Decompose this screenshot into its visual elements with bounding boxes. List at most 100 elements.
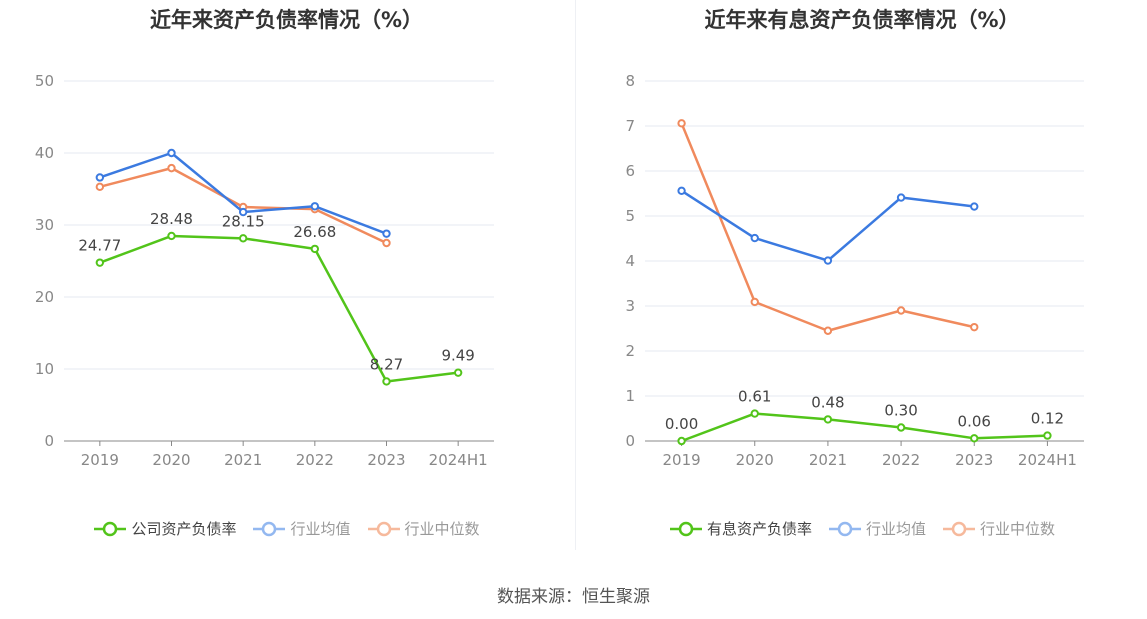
data-point: [382, 377, 391, 386]
left-chart-svg: 0 10 20 30 40 50 2019 2020 2021 2022 2023 2024H1 24.…: [35, 72, 494, 469]
data-point: [896, 306, 906, 315]
legend-swatch-icon: [94, 521, 127, 536]
x-tick-label: 2019: [81, 451, 119, 469]
data-point: [970, 202, 979, 211]
x-tick-label: 2022: [882, 451, 920, 469]
x-tick-label: 2020: [736, 451, 774, 469]
x-tick-label: 2020: [152, 451, 190, 469]
data-label: 0.30: [884, 402, 917, 420]
right-chart-title: 近年来有息资产负债率情况（%）: [704, 8, 1020, 32]
y-tick-label: 8: [625, 72, 635, 90]
y-tick-label: 0: [625, 432, 635, 450]
data-point: [382, 229, 391, 238]
y-tick-label: 10: [35, 360, 54, 378]
data-point: [823, 326, 833, 335]
x-tick-label: 2022: [296, 451, 334, 469]
x-tick-label: 2024H1: [429, 451, 488, 469]
data-point: [896, 423, 906, 432]
y-tick-label: 2: [625, 342, 635, 360]
legend-item[interactable]: 行业均值: [252, 518, 351, 539]
data-point: [95, 258, 105, 267]
x-tick-label: 2024H1: [1018, 451, 1077, 469]
data-point: [677, 436, 686, 446]
y-tick-label: 50: [35, 72, 54, 90]
y-tick-label: 4: [625, 252, 635, 270]
series-line-2: [680, 122, 975, 332]
data-label: 0.48: [811, 393, 844, 411]
data-point: [167, 231, 176, 241]
legend-item[interactable]: 有息资产负债率: [669, 518, 812, 539]
legend-item[interactable]: 行业中位数: [942, 518, 1055, 539]
data-label: 28.15: [222, 212, 265, 230]
y-tick-label: 20: [35, 288, 54, 306]
data-point: [382, 238, 391, 248]
data-label: 0.00: [665, 415, 698, 433]
series-line-1: [680, 189, 975, 262]
data-point: [238, 234, 248, 243]
legend-swatch-icon: [367, 521, 400, 536]
y-tick-label: 0: [44, 432, 54, 450]
legend-swatch-icon: [253, 521, 286, 536]
data-label: 0.06: [958, 412, 991, 430]
data-label: 8.27: [370, 355, 403, 373]
data-point: [823, 415, 833, 424]
y-tick-label: 3: [625, 297, 635, 315]
data-point: [750, 297, 759, 307]
legend-label: 行业均值: [290, 520, 351, 538]
data-label: 9.49: [441, 347, 474, 365]
data-label: 26.68: [293, 223, 336, 241]
y-tick-label: 30: [35, 216, 54, 234]
legend-swatch-icon: [943, 521, 975, 536]
legend-label: 行业均值: [865, 520, 926, 538]
legend-label: 行业中位数: [980, 520, 1056, 538]
x-tick-label: 2019: [662, 451, 700, 469]
data-point: [167, 163, 176, 173]
series-line-0: [681, 412, 1048, 443]
legend-swatch-icon: [669, 521, 702, 536]
data-label: 28.48: [150, 210, 193, 228]
data-point: [310, 202, 320, 211]
data-point: [238, 207, 248, 217]
left-chart-title: 近年来资产负债率情况（%）: [149, 8, 424, 32]
legend-item[interactable]: 行业均值: [828, 518, 926, 539]
data-label: 24.77: [78, 237, 121, 255]
data-point: [677, 186, 686, 196]
data-point: [896, 193, 906, 202]
left-chart-legend: 公司资产负债率 行业均值 行业中位数: [0, 518, 573, 539]
data-point: [1043, 431, 1052, 440]
right-chart-legend: 有息资产负债率 行业均值 行业中位数: [577, 518, 1147, 539]
data-point: [310, 244, 320, 254]
y-tick-label: 5: [625, 207, 635, 225]
data-source-note: 数据来源：恒生聚源: [497, 587, 650, 607]
data-point: [453, 368, 463, 377]
x-tick-label: 2023: [955, 451, 993, 469]
y-tick-label: 6: [625, 162, 635, 180]
x-tick-label: 2021: [224, 451, 262, 469]
data-point: [970, 434, 979, 443]
data-point: [95, 182, 105, 192]
data-point: [750, 233, 759, 243]
data-point: [823, 256, 833, 265]
data-point: [677, 119, 686, 128]
legend-label: 行业中位数: [404, 520, 480, 538]
legend-item[interactable]: 行业中位数: [367, 518, 480, 539]
data-label: 0.12: [1031, 410, 1064, 428]
data-point: [95, 173, 105, 182]
legend-swatch-icon: [828, 521, 861, 536]
y-tick-label: 7: [625, 117, 635, 135]
series-line-0: [99, 234, 459, 383]
y-tick-label: 40: [35, 144, 54, 162]
panel-divider: [575, 0, 576, 550]
legend-label: 有息资产负债率: [706, 520, 812, 538]
x-tick-label: 2023: [367, 451, 405, 469]
y-tick-label: 1: [625, 387, 635, 405]
data-label: 0.61: [738, 388, 771, 406]
legend-label: 公司资产负债率: [131, 520, 237, 538]
x-tick-label: 2021: [809, 451, 847, 469]
right-chart-panel: 近年来有息资产负债率情况（%） 0 1 2 3 4 5 6 7 8 2019 2020 2021 202…: [577, 0, 1147, 560]
left-chart-panel: 近年来资产负债率情况（%） 0 10 20 30 40 50 2019 2020 2021 202…: [0, 0, 573, 560]
right-chart-svg: 0 1 2 3 4 5 6 7 8 2019 2020 2021 2022 2023 2024H1 0.00 0…: [625, 72, 1084, 469]
data-point: [167, 148, 176, 158]
data-point: [750, 409, 759, 418]
legend-item[interactable]: 公司资产负债率: [93, 518, 236, 539]
